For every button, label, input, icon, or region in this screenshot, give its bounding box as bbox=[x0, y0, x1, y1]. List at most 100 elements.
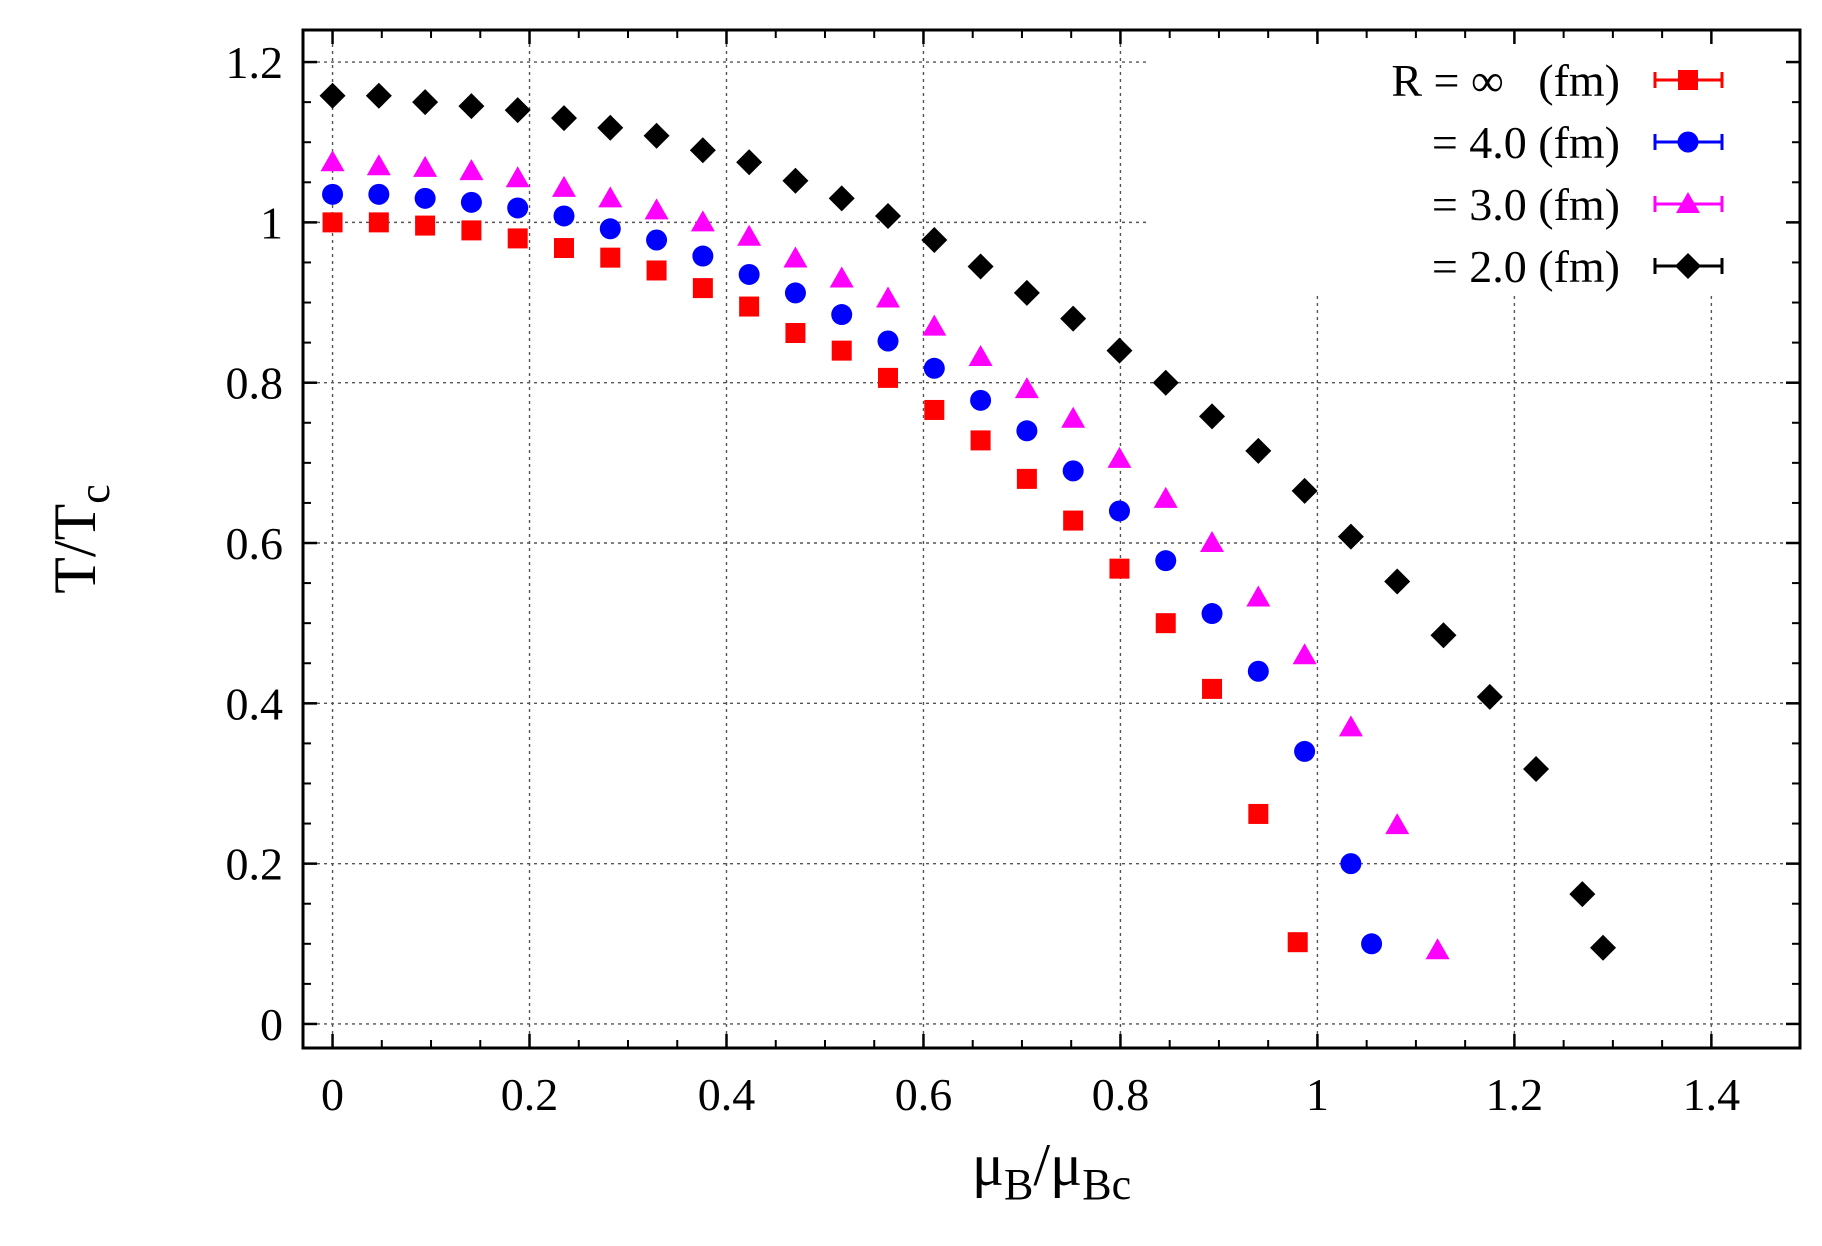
data-point-square bbox=[785, 322, 806, 343]
data-point-diamond bbox=[1013, 279, 1040, 306]
data-point-triangle bbox=[1107, 446, 1132, 468]
data-point-circle bbox=[507, 197, 529, 219]
data-point-triangle bbox=[1292, 643, 1317, 665]
data-point-diamond bbox=[550, 105, 577, 132]
data-point-triangle bbox=[413, 155, 438, 177]
data-point-triangle bbox=[320, 150, 345, 172]
data-point-triangle bbox=[598, 186, 623, 208]
data-point-triangle bbox=[922, 314, 947, 336]
data-point-circle bbox=[1294, 740, 1316, 762]
data-point-square bbox=[692, 278, 713, 299]
axis-ticks bbox=[303, 30, 1800, 1048]
y-title-main: T/T bbox=[42, 504, 108, 594]
data-point-diamond bbox=[1569, 881, 1596, 908]
x-axis-title: μB/μBc bbox=[972, 1132, 1131, 1209]
data-point-diamond bbox=[921, 227, 948, 254]
data-point-square bbox=[1155, 613, 1176, 634]
y-tick-label: 1.2 bbox=[226, 37, 284, 88]
data-point-circle bbox=[877, 330, 899, 352]
data-point-square bbox=[1248, 803, 1269, 824]
data-point-square bbox=[739, 296, 760, 317]
legend-marker-square bbox=[1678, 70, 1698, 90]
data-point-circle bbox=[460, 191, 482, 213]
x-tick-label: 0.4 bbox=[698, 1069, 756, 1120]
data-point-diamond bbox=[319, 82, 346, 109]
x-tick-label: 0.6 bbox=[895, 1069, 953, 1120]
data-point-triangle bbox=[876, 286, 901, 308]
data-point-diamond bbox=[1590, 934, 1617, 961]
x-tick-label: 0.2 bbox=[501, 1069, 559, 1120]
data-point-square bbox=[831, 340, 852, 361]
data-points bbox=[319, 82, 1617, 961]
data-point-triangle bbox=[459, 159, 484, 181]
data-point-square bbox=[1016, 468, 1037, 489]
data-point-square bbox=[1287, 932, 1308, 953]
x-title-slash: /μ bbox=[1033, 1132, 1082, 1198]
legend-marker-diamond bbox=[1675, 253, 1701, 279]
data-point-diamond bbox=[1430, 622, 1457, 649]
data-point-diamond bbox=[1384, 568, 1411, 595]
legend-marker-triangle bbox=[1676, 192, 1700, 213]
data-point-square bbox=[600, 247, 621, 268]
data-point-circle bbox=[1361, 933, 1383, 955]
y-tick-label: 0.2 bbox=[226, 839, 284, 890]
data-point-triangle bbox=[366, 154, 391, 176]
y-axis-title: T/Tc bbox=[42, 484, 119, 594]
x-title-sub2: Bc bbox=[1082, 1160, 1131, 1209]
data-point-diamond bbox=[736, 149, 763, 176]
x-tick-label: 0.8 bbox=[1092, 1069, 1150, 1120]
data-point-square bbox=[970, 430, 991, 451]
data-point-square bbox=[1109, 558, 1130, 579]
legend-label: = 4.0 (fm) bbox=[1432, 117, 1620, 168]
x-tick-label: 0 bbox=[321, 1069, 344, 1120]
data-point-diamond bbox=[1060, 305, 1087, 332]
legend: R = ∞ (fm) = 4.0 (fm) = 3.0 (fm) = 2.0 (fm) bbox=[1391, 55, 1724, 292]
y-tick-label: 0.8 bbox=[226, 358, 284, 409]
x-tick-label: 1.4 bbox=[1683, 1069, 1741, 1120]
data-point-triangle bbox=[1425, 938, 1450, 960]
data-point-square bbox=[553, 238, 574, 259]
data-point-diamond bbox=[504, 97, 531, 124]
data-point-circle bbox=[1062, 460, 1084, 482]
data-point-circle bbox=[1108, 500, 1130, 522]
data-point-triangle bbox=[1338, 715, 1363, 737]
data-point-square bbox=[322, 212, 343, 233]
data-point-triangle bbox=[1014, 377, 1039, 399]
data-point-diamond bbox=[643, 122, 670, 149]
y-tick-label: 0 bbox=[260, 999, 283, 1050]
data-point-triangle bbox=[505, 166, 530, 188]
tick-labels: 0 0.2 0.4 0.6 0.8 1 1.2 1.4 0 0.2 0.4 0.6 0.8 1 1.2 bbox=[226, 37, 1741, 1120]
series-square bbox=[322, 212, 1308, 953]
data-point-triangle bbox=[783, 246, 808, 268]
data-point-triangle bbox=[829, 266, 854, 288]
grid bbox=[303, 30, 1800, 1048]
legend-label: = 3.0 (fm) bbox=[1432, 179, 1620, 230]
data-point-triangle bbox=[644, 198, 669, 220]
data-point-circle bbox=[923, 357, 945, 379]
data-point-diamond bbox=[689, 137, 716, 164]
data-point-diamond bbox=[458, 93, 485, 120]
data-point-square bbox=[924, 399, 945, 420]
data-point-diamond bbox=[1476, 683, 1503, 710]
legend-marker-circle bbox=[1677, 131, 1699, 153]
data-point-triangle bbox=[1153, 486, 1178, 508]
data-point-diamond bbox=[597, 114, 624, 141]
data-point-circle bbox=[599, 218, 621, 240]
data-point-diamond bbox=[828, 185, 855, 212]
data-point-diamond bbox=[1152, 369, 1179, 396]
data-point-circle bbox=[1340, 853, 1362, 875]
data-point-diamond bbox=[365, 82, 392, 109]
data-point-triangle bbox=[968, 345, 993, 367]
data-point-square bbox=[646, 260, 667, 281]
y-tick-label: 1 bbox=[260, 197, 283, 248]
data-point-diamond bbox=[875, 202, 902, 229]
x-tick-label: 1.2 bbox=[1486, 1069, 1544, 1120]
data-point-square bbox=[1063, 510, 1084, 531]
data-point-diamond bbox=[967, 253, 994, 280]
series-diamond bbox=[319, 82, 1617, 961]
data-point-circle bbox=[322, 183, 344, 205]
y-tick-label: 0.6 bbox=[226, 518, 284, 569]
x-title-main: μ bbox=[972, 1132, 1004, 1198]
data-point-circle bbox=[1247, 660, 1269, 682]
